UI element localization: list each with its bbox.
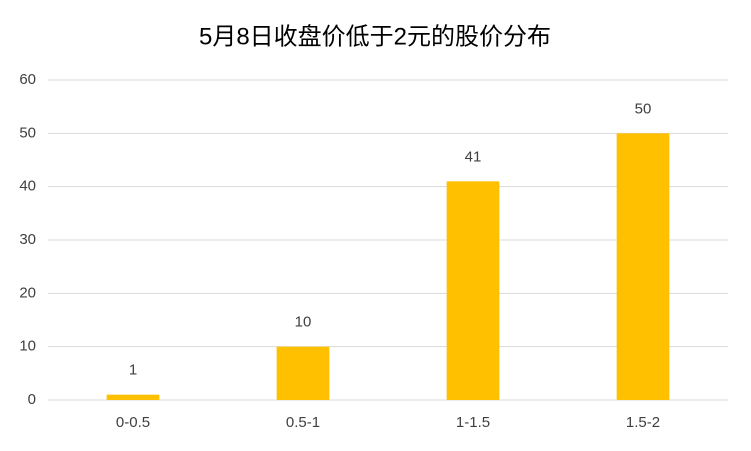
data-label: 41 (465, 148, 482, 165)
y-tick-label: 10 (19, 338, 36, 355)
y-tick-label: 30 (19, 231, 36, 248)
data-label: 1 (129, 362, 137, 379)
bar (616, 133, 670, 401)
x-tick-label: 1-1.5 (456, 414, 490, 431)
y-tick-label: 40 (19, 178, 36, 195)
y-tick-label: 20 (19, 284, 36, 301)
y-tick-label: 60 (19, 71, 36, 88)
x-tick-label: 0.5-1 (286, 414, 320, 431)
x-tick-label: 1.5-2 (626, 414, 660, 431)
y-tick-label: 50 (19, 124, 36, 141)
y-tick-label: 0 (28, 391, 36, 408)
bar (276, 346, 330, 400)
chart-title: 5月8日收盘价低于2元的股价分布 (199, 23, 551, 50)
bar (106, 394, 160, 400)
data-label: 50 (635, 100, 652, 117)
x-tick-label: 0-0.5 (116, 414, 150, 431)
bar (446, 181, 500, 400)
data-label: 10 (295, 314, 312, 331)
